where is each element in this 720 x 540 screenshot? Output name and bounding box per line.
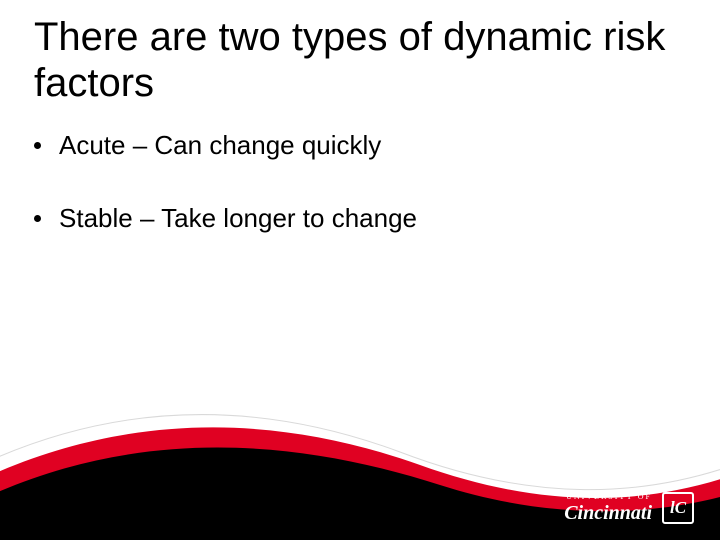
- logo-mark-icon: lC: [662, 492, 694, 524]
- logo-text: UNIVERSITY OF Cincinnati: [564, 493, 652, 523]
- bullet-item: Stable – Take longer to change: [34, 203, 660, 234]
- slide-title: There are two types of dynamic risk fact…: [34, 14, 680, 106]
- bullet-item: Acute – Can change quickly: [34, 130, 660, 161]
- bullet-dot-icon: [34, 215, 41, 222]
- logo-big-text: Cincinnati: [564, 503, 652, 523]
- university-logo: UNIVERSITY OF Cincinnati lC: [564, 492, 694, 524]
- bullet-text: Stable – Take longer to change: [59, 203, 417, 234]
- logo-small-text: UNIVERSITY OF: [564, 493, 652, 501]
- bullet-text: Acute – Can change quickly: [59, 130, 381, 161]
- slide-body: Acute – Can change quickly Stable – Take…: [34, 130, 660, 276]
- bullet-dot-icon: [34, 142, 41, 149]
- slide: There are two types of dynamic risk fact…: [0, 0, 720, 540]
